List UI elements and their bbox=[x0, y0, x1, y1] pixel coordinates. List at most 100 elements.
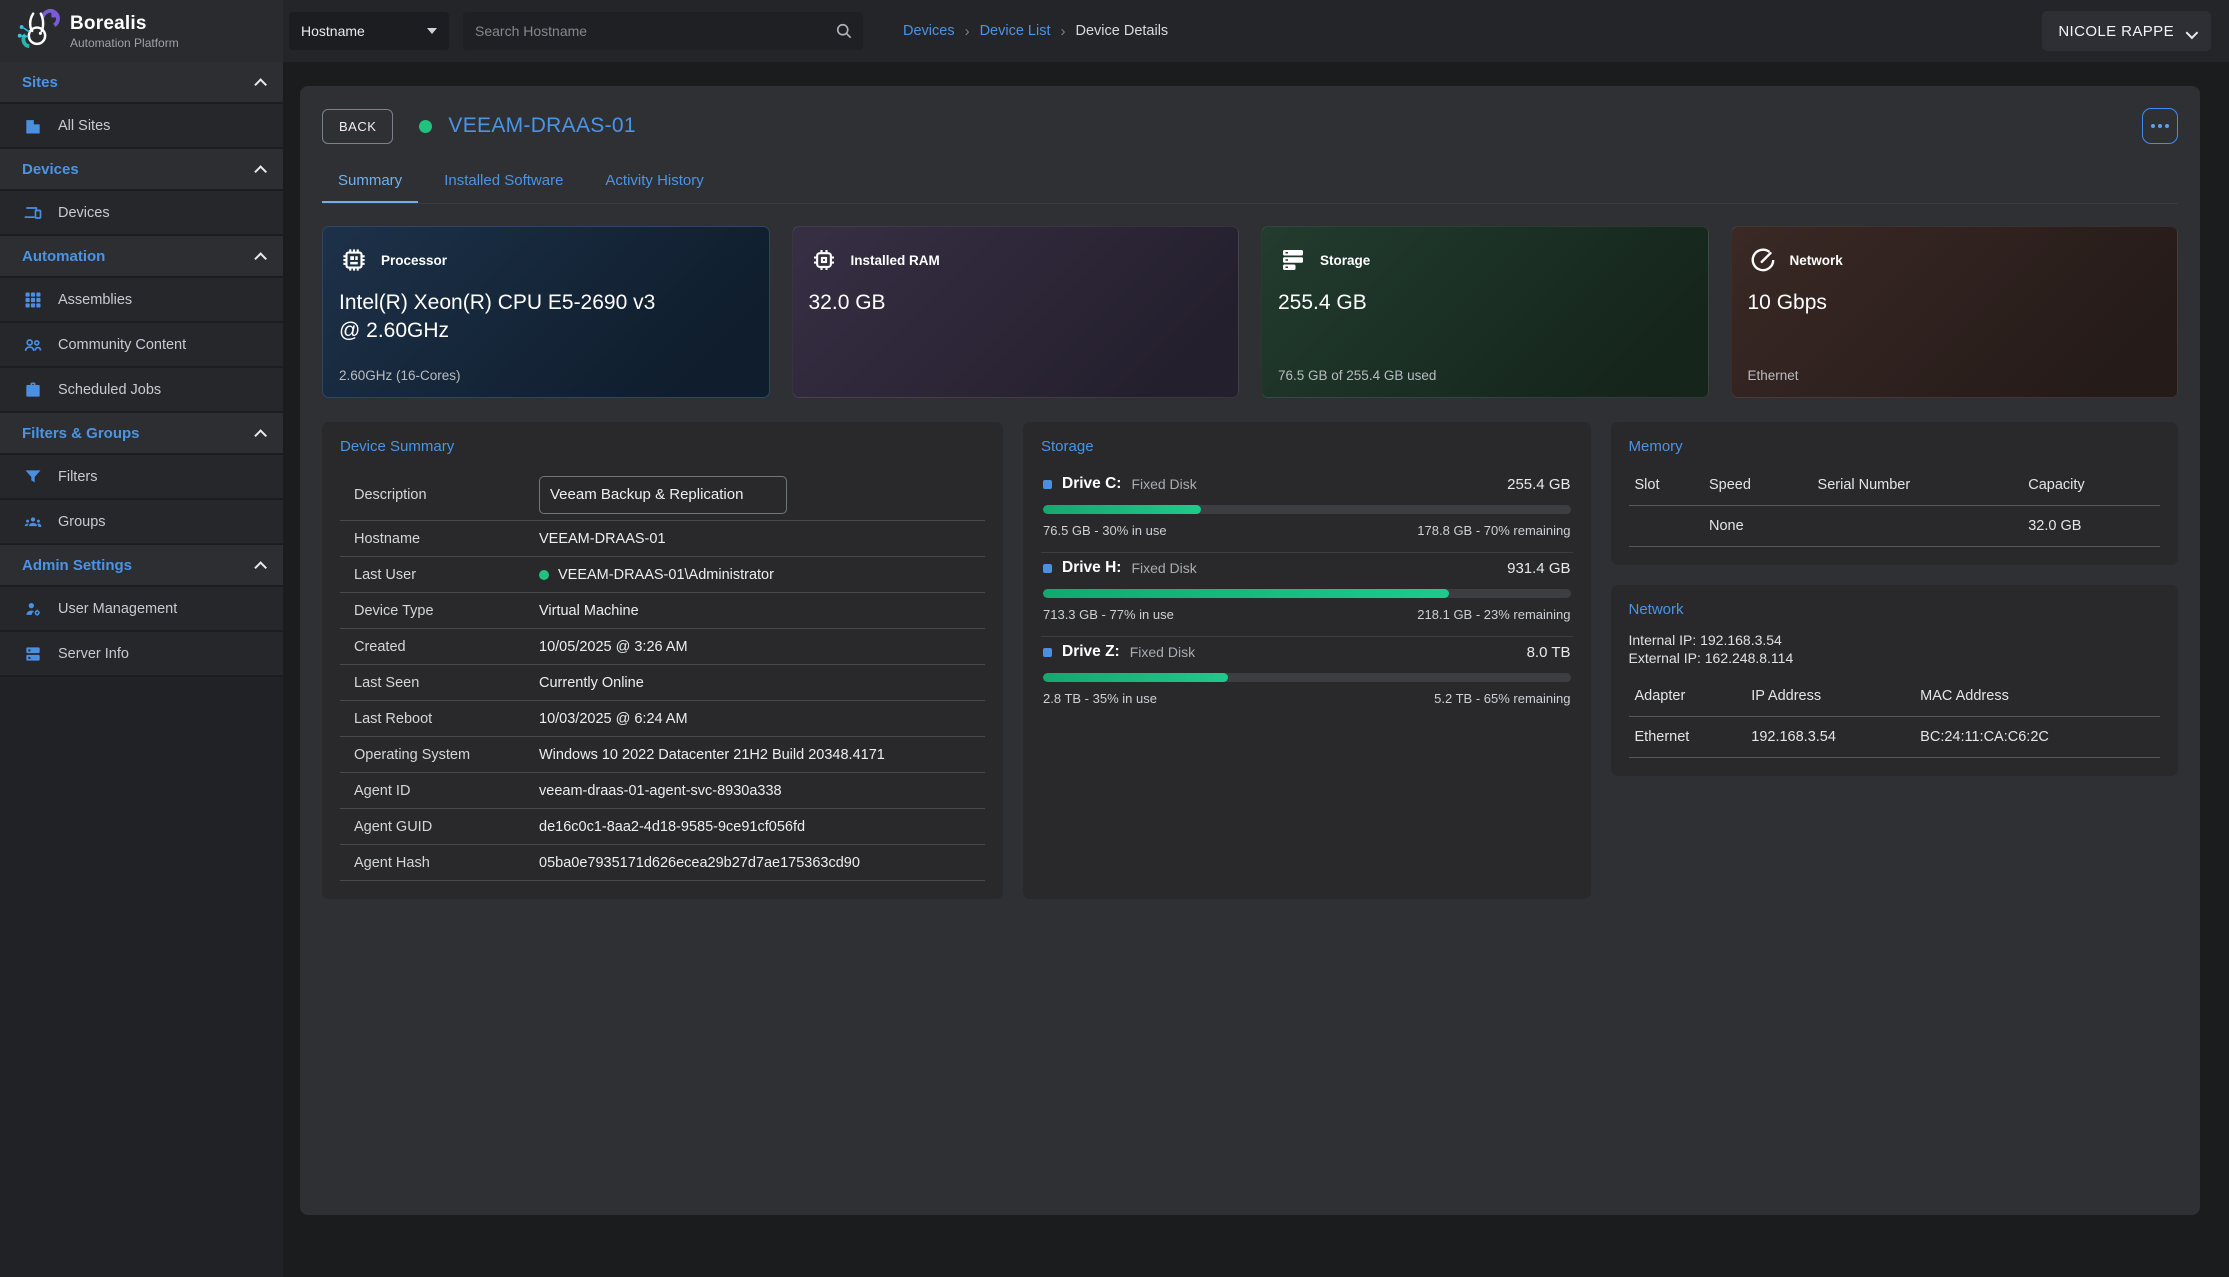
storage-stack-icon bbox=[1278, 245, 1308, 275]
section-label: Sites bbox=[22, 74, 58, 91]
summary-row-description: Description bbox=[340, 469, 985, 521]
sidebar-nav: Sites All Sites Devices Devices Au bbox=[0, 62, 283, 677]
sidebar-section-automation[interactable]: Automation bbox=[0, 236, 283, 278]
breadcrumb-devices[interactable]: Devices bbox=[903, 23, 955, 39]
row-label: Last Seen bbox=[354, 675, 539, 691]
stat-card-title: Processor bbox=[381, 253, 447, 268]
internal-ip: Internal IP: 192.168.3.54 bbox=[1629, 632, 2161, 648]
breadcrumb-current: Device Details bbox=[1076, 23, 1169, 39]
tab-bar: Summary Installed Software Activity Hist… bbox=[322, 162, 2178, 204]
row-value: Currently Online bbox=[539, 675, 644, 691]
drive-remaining-text: 178.8 GB - 70% remaining bbox=[1417, 523, 1570, 538]
sidebar-item-label: Filters bbox=[58, 469, 97, 485]
tab-activity-history[interactable]: Activity History bbox=[589, 162, 719, 203]
column-header: Serial Number bbox=[1812, 469, 2023, 506]
row-value: VEEAM-DRAAS-01\Administrator bbox=[558, 567, 774, 583]
search-icon[interactable] bbox=[834, 21, 854, 41]
row-label: Created bbox=[354, 639, 539, 655]
tab-installed-software[interactable]: Installed Software bbox=[428, 162, 579, 203]
online-status-dot bbox=[419, 120, 432, 133]
app-root: Borealis Automation Platform Sites All S… bbox=[0, 0, 2229, 1277]
user-menu[interactable]: NICOLE RAPPE bbox=[2042, 11, 2211, 51]
external-ip: External IP: 162.248.8.114 bbox=[1629, 650, 2161, 666]
drive-remaining-text: 5.2 TB - 65% remaining bbox=[1434, 691, 1570, 706]
stat-card-storage: Storage 255.4 GB 76.5 GB of 255.4 GB use… bbox=[1261, 226, 1709, 398]
sidebar-section-filters-groups[interactable]: Filters & Groups bbox=[0, 413, 283, 455]
server-icon bbox=[22, 643, 44, 665]
sidebar-item-assemblies[interactable]: Assemblies bbox=[0, 278, 283, 323]
sidebar-section-admin-settings[interactable]: Admin Settings bbox=[0, 545, 283, 587]
back-button[interactable]: BACK bbox=[322, 109, 393, 144]
drive-size: 931.4 GB bbox=[1507, 560, 1570, 577]
drive-bullet-icon bbox=[1043, 480, 1052, 489]
memory-table: Slot Speed Serial Number Capacity bbox=[1629, 469, 2161, 547]
memory-panel: Memory Slot Speed Serial Number Capacity bbox=[1611, 422, 2179, 565]
brand-logo[interactable]: Borealis Automation Platform bbox=[0, 0, 283, 62]
sidebar-section-devices[interactable]: Devices bbox=[0, 149, 283, 191]
sidebar-item-label: Scheduled Jobs bbox=[58, 382, 161, 398]
stat-card-value: 10 Gbps bbox=[1748, 289, 2088, 317]
sidebar-item-label: Assemblies bbox=[58, 292, 132, 308]
ram-chip-icon bbox=[809, 245, 839, 275]
stat-card-value: 32.0 GB bbox=[809, 289, 1149, 317]
adapter-ip: 192.168.3.54 bbox=[1745, 717, 1914, 758]
row-label: Operating System bbox=[354, 747, 539, 763]
sidebar-item-community-content[interactable]: Community Content bbox=[0, 323, 283, 368]
drive-size: 8.0 TB bbox=[1527, 644, 1571, 661]
drive-used-text: 713.3 GB - 77% in use bbox=[1043, 607, 1174, 622]
drive-bullet-icon bbox=[1043, 564, 1052, 573]
table-row: Ethernet 192.168.3.54 BC:24:11:CA:C6:2C bbox=[1629, 717, 2161, 758]
drive-usage-bar bbox=[1043, 505, 1571, 514]
row-label: Agent ID bbox=[354, 783, 539, 799]
drive-name: Drive C: bbox=[1062, 475, 1121, 493]
breadcrumb-device-list[interactable]: Device List bbox=[980, 23, 1051, 39]
grid-icon bbox=[22, 289, 44, 311]
panel-title: Memory bbox=[1629, 438, 2161, 455]
drive-row-z: Drive Z: Fixed Disk 8.0 TB 2.8 TB - 35% … bbox=[1041, 637, 1573, 710]
panel-title: Storage bbox=[1041, 438, 1573, 455]
drive-used-text: 2.8 TB - 35% in use bbox=[1043, 691, 1157, 706]
sidebar-item-label: Groups bbox=[58, 514, 106, 530]
row-label: Agent GUID bbox=[354, 819, 539, 835]
sidebar-item-filters[interactable]: Filters bbox=[0, 455, 283, 500]
group-icon bbox=[22, 511, 44, 533]
adapter-mac: BC:24:11:CA:C6:2C bbox=[1914, 717, 2160, 758]
sidebar-section-sites[interactable]: Sites bbox=[0, 62, 283, 104]
drive-size: 255.4 GB bbox=[1507, 476, 1570, 493]
row-label: Last User bbox=[354, 567, 539, 583]
stat-card-footer: 2.60GHz (16-Cores) bbox=[339, 368, 753, 383]
column-header: Slot bbox=[1629, 469, 1703, 506]
stat-card-installed-ram: Installed RAM 32.0 GB bbox=[792, 226, 1240, 398]
caret-down-icon bbox=[427, 28, 437, 34]
sidebar-item-user-management[interactable]: User Management bbox=[0, 587, 283, 632]
description-input[interactable] bbox=[539, 476, 787, 514]
sidebar-item-server-info[interactable]: Server Info bbox=[0, 632, 283, 677]
summary-row-agent-guid: Agent GUID de16c0c1-8aa2-4d18-9585-9ce91… bbox=[340, 809, 985, 845]
hostname-filter-dropdown[interactable]: Hostname bbox=[289, 12, 449, 50]
summary-row-created: Created 10/05/2025 @ 3:26 AM bbox=[340, 629, 985, 665]
row-value: 05ba0e7935171d626ecea29b27d7ae175363cd90 bbox=[539, 855, 860, 871]
network-adapter-table: Adapter IP Address MAC Address Ethernet … bbox=[1629, 680, 2161, 758]
stat-card-processor: Processor Intel(R) Xeon(R) CPU E5-2690 v… bbox=[322, 226, 770, 398]
sidebar-item-all-sites[interactable]: All Sites bbox=[0, 104, 283, 149]
device-details-card: BACK VEEAM-DRAAS-01 Summary Installed So… bbox=[300, 86, 2200, 1215]
sidebar-item-devices[interactable]: Devices bbox=[0, 191, 283, 236]
sidebar-item-groups[interactable]: Groups bbox=[0, 500, 283, 545]
topbar: Hostname Devices Device List Device Deta… bbox=[283, 0, 2229, 62]
search-input[interactable] bbox=[463, 12, 863, 50]
row-value: de16c0c1-8aa2-4d18-9585-9ce91cf056fd bbox=[539, 819, 805, 835]
page-title: VEEAM-DRAAS-01 bbox=[448, 114, 635, 138]
column-header: Adapter bbox=[1629, 680, 1746, 717]
chevron-up-icon bbox=[254, 165, 267, 178]
sidebar-item-scheduled-jobs[interactable]: Scheduled Jobs bbox=[0, 368, 283, 413]
ellipsis-icon bbox=[2151, 124, 2155, 128]
chevron-up-icon bbox=[254, 78, 267, 91]
row-label: Description bbox=[354, 487, 539, 503]
drive-name: Drive Z: bbox=[1062, 643, 1120, 661]
summary-row-last-reboot: Last Reboot 10/03/2025 @ 6:24 AM bbox=[340, 701, 985, 737]
sidebar-item-label: Devices bbox=[58, 205, 110, 221]
summary-row-agent-id: Agent ID veeam-draas-01-agent-svc-8930a3… bbox=[340, 773, 985, 809]
summary-row-device-type: Device Type Virtual Machine bbox=[340, 593, 985, 629]
tab-summary[interactable]: Summary bbox=[322, 162, 418, 203]
more-actions-button[interactable] bbox=[2142, 108, 2178, 144]
